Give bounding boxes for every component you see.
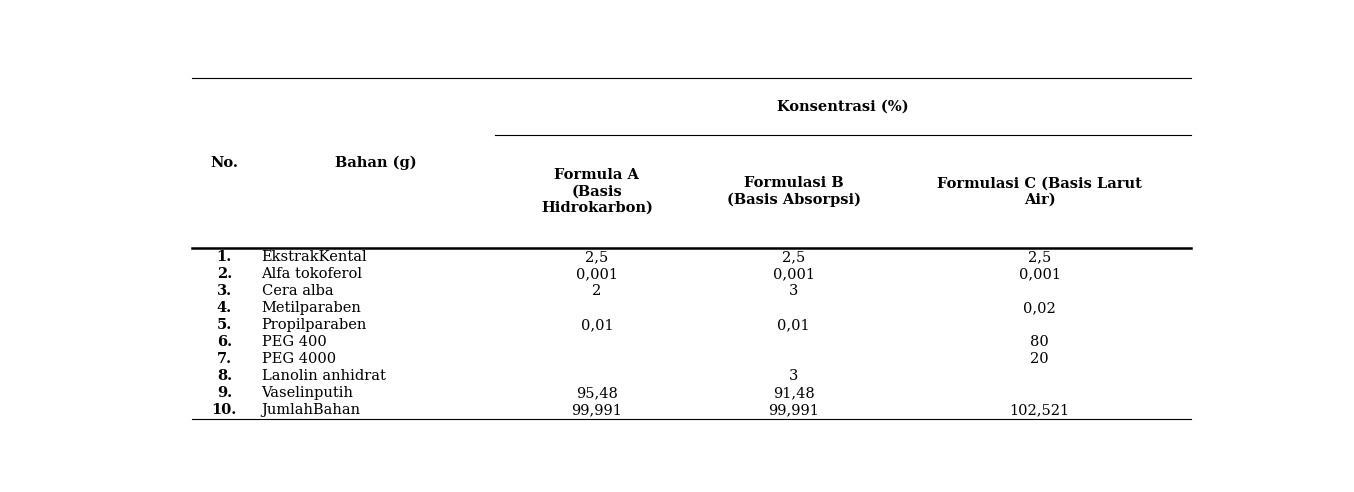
Text: JumlahBahan: JumlahBahan (261, 403, 360, 417)
Text: Formulasi C (Basis Larut
Air): Formulasi C (Basis Larut Air) (937, 177, 1143, 207)
Text: 9.: 9. (217, 386, 232, 400)
Text: 2,5: 2,5 (783, 250, 806, 264)
Text: 91,48: 91,48 (773, 386, 815, 400)
Text: 3: 3 (789, 284, 799, 298)
Text: 5.: 5. (217, 318, 232, 332)
Text: Formula A
(Basis
Hidrokarbon): Formula A (Basis Hidrokarbon) (540, 168, 653, 215)
Text: 20: 20 (1030, 352, 1049, 366)
Text: 6.: 6. (217, 335, 232, 349)
Text: 95,48: 95,48 (575, 386, 617, 400)
Text: Formulasi B
(Basis Absorpsi): Formulasi B (Basis Absorpsi) (727, 176, 861, 207)
Text: 7.: 7. (217, 352, 232, 366)
Text: 3: 3 (789, 369, 799, 383)
Text: 10.: 10. (211, 403, 237, 417)
Text: 3.: 3. (217, 284, 232, 298)
Text: 0,001: 0,001 (1018, 267, 1060, 281)
Text: Alfa tokoferol: Alfa tokoferol (261, 267, 363, 281)
Text: 0,001: 0,001 (575, 267, 617, 281)
Text: 0,01: 0,01 (777, 318, 810, 332)
Text: 8.: 8. (217, 369, 232, 383)
Text: Metilparaben: Metilparaben (261, 301, 362, 315)
Text: PEG 4000: PEG 4000 (261, 352, 336, 366)
Text: Lanolin anhidrat: Lanolin anhidrat (261, 369, 386, 383)
Text: 4.: 4. (217, 301, 232, 315)
Text: 0,02: 0,02 (1024, 301, 1056, 315)
Text: 0,01: 0,01 (581, 318, 613, 332)
Text: Cera alba: Cera alba (261, 284, 333, 298)
Text: Konsentrasi (%): Konsentrasi (%) (777, 99, 909, 113)
Text: 99,991: 99,991 (768, 403, 819, 417)
Text: Propilparaben: Propilparaben (261, 318, 367, 332)
Text: 2.: 2. (217, 267, 232, 281)
Text: 1.: 1. (217, 250, 232, 264)
Text: 0,001: 0,001 (773, 267, 815, 281)
Text: 2,5: 2,5 (1028, 250, 1051, 264)
Text: 99,991: 99,991 (571, 403, 623, 417)
Text: Vaselinputih: Vaselinputih (261, 386, 353, 400)
Text: PEG 400: PEG 400 (261, 335, 326, 349)
Text: EkstrakKental: EkstrakKental (261, 250, 367, 264)
Text: 2,5: 2,5 (585, 250, 608, 264)
Text: 80: 80 (1030, 335, 1049, 349)
Text: Bahan (g): Bahan (g) (334, 156, 416, 170)
Text: 102,521: 102,521 (1010, 403, 1070, 417)
Text: 2: 2 (592, 284, 601, 298)
Text: No.: No. (210, 156, 238, 170)
